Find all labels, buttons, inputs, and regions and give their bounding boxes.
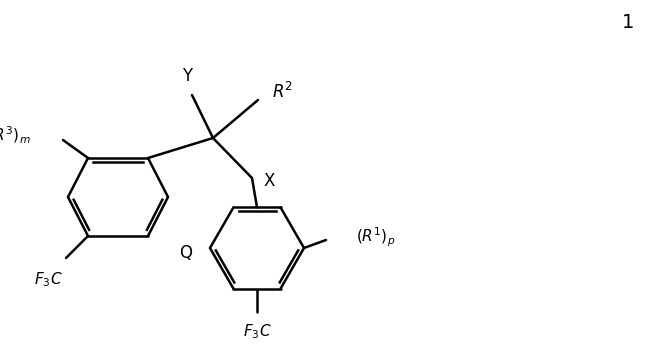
Text: 1: 1 [622,12,634,32]
Text: Q: Q [179,244,192,262]
Text: $(R^3)_m$: $(R^3)_m$ [0,125,31,146]
Text: $F_3C$: $F_3C$ [243,322,271,341]
Text: Y: Y [182,67,192,85]
Text: X: X [263,172,275,190]
Text: $F_3C$: $F_3C$ [34,270,62,289]
Text: $(R^1)_p$: $(R^1)_p$ [356,225,395,248]
Text: $R^2$: $R^2$ [272,82,293,102]
